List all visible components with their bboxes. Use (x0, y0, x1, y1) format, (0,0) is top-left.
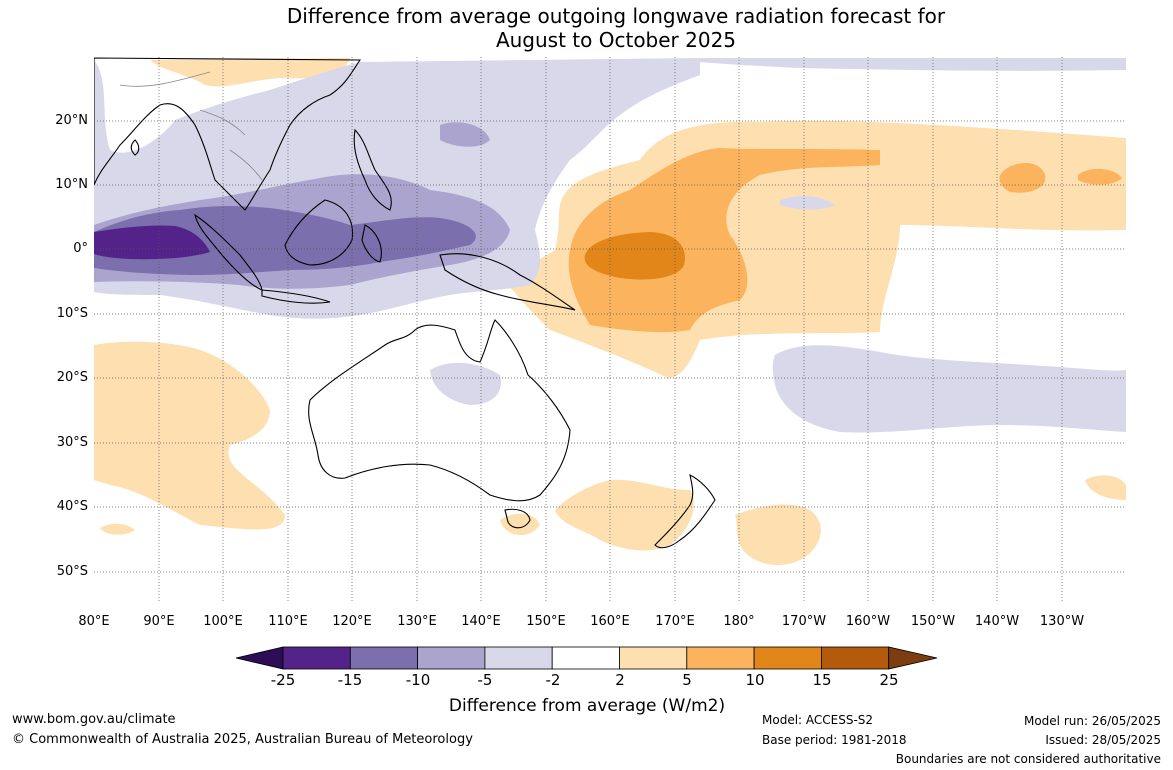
coast-asia (94, 57, 362, 211)
lat-label-10n: 10°N (55, 177, 88, 192)
anomaly-2-5-tasman (555, 479, 694, 551)
website-link[interactable]: www.bom.gov.au/climate (12, 712, 176, 727)
legend-swatch-min-arrow (235, 646, 284, 670)
legend-tick-minus-10: -10 (405, 671, 431, 689)
lon-label-120e: 120°E (332, 614, 372, 629)
anomaly-2-5-south-west (100, 523, 135, 535)
legend-swatch-2 (349, 646, 418, 670)
anomaly-neg-2-5-north-pacific (700, 58, 1126, 71)
lat-label-20s: 20°S (56, 370, 88, 385)
lon-label-150w: 150°W (910, 614, 956, 629)
coast-philippines (353, 128, 392, 211)
anomaly-5-10-north-pacific-2 (1078, 168, 1122, 185)
legend-tick-25: 25 (879, 671, 899, 689)
lon-label-160e: 160°E (590, 614, 630, 629)
coast-tasmania (504, 508, 531, 529)
legend-swatch-7 (686, 646, 755, 670)
lon-label-150e: 150°E (526, 614, 566, 629)
legend-swatch-3 (417, 646, 486, 670)
legend-tick-minus-2: -2 (545, 671, 561, 689)
lat-label-10s: 10°S (56, 306, 88, 321)
map-title: Difference from average outgoing longwav… (0, 4, 1173, 52)
map-frame (94, 57, 1126, 602)
base-period-text: Base period: 1981-2018 (762, 733, 907, 747)
lon-label-160w: 160°W (845, 614, 891, 629)
legend-swatch-max-arrow (888, 646, 938, 670)
lon-label-130w: 130°W (1039, 614, 1085, 629)
legend-title: Difference from average (W/m2) (448, 696, 726, 716)
colour-bar (235, 646, 938, 670)
lon-label-110e: 110°E (268, 614, 308, 629)
title-line-2: August to October 2025 (495, 28, 737, 52)
anomaly-2-5-china (150, 58, 350, 87)
legend-tick-minus-5: -5 (477, 671, 493, 689)
coast-new-zealand (654, 474, 716, 549)
coast-australia (308, 319, 571, 502)
legend-tick-2: 2 (615, 671, 625, 689)
anomaly-neg-2-5-equatorial-east (780, 195, 835, 210)
model-text: Model: ACCESS-S2 (762, 713, 874, 727)
lon-label-90e: 90°E (143, 614, 175, 629)
legend-tick-15: 15 (812, 671, 832, 689)
anomaly-2-5-east (1085, 475, 1126, 500)
title-line-1: Difference from average outgoing longwav… (286, 4, 946, 28)
anomaly-neg-2-5-south-pacific (772, 345, 1126, 433)
lon-label-170w: 170°W (781, 614, 827, 629)
coast-sulawesi (361, 224, 382, 263)
legend-tick-minus-25: -25 (270, 671, 296, 689)
lon-label-140w: 140°W (974, 614, 1020, 629)
legend-tick-minus-15: -15 (337, 671, 363, 689)
legend-swatch-9 (821, 646, 890, 670)
anomaly-neg-15-25-indian (94, 225, 210, 260)
lat-label-equator: 0° (73, 241, 88, 256)
legend-swatch-6 (619, 646, 688, 670)
coast-java (261, 289, 331, 304)
gridlines (94, 57, 1126, 602)
lon-label-170e: 170°E (655, 614, 695, 629)
anomaly-5-10-pacific (568, 148, 880, 333)
legend-swatch-8 (753, 646, 822, 670)
lon-label-130e: 130°E (397, 614, 437, 629)
coast-new-guinea (439, 253, 576, 311)
coast-sri-lanka (130, 139, 140, 156)
lat-label-40s: 40°S (56, 499, 88, 514)
lon-label-180: 180° (723, 614, 755, 629)
negative-anomaly-regions (94, 58, 1126, 433)
legend-swatch-5 (551, 646, 620, 670)
model-run-text: Model run: 26/05/2025 (1023, 714, 1161, 728)
anomaly-neg-5-10-north-1 (440, 122, 490, 147)
country-borders (119, 71, 263, 181)
legend-swatch-1 (282, 646, 351, 670)
lon-label-100e: 100°E (203, 614, 243, 629)
lat-label-20n: 20°N (55, 113, 88, 128)
copyright-text: © Commonwealth of Australia 2025, Austra… (12, 732, 473, 747)
lon-label-80e: 80°E (78, 614, 110, 629)
anomaly-neg-2-5-australia (430, 362, 501, 405)
issued-text: Issued: 28/05/2025 (1045, 733, 1161, 747)
anomaly-2-5-new-zealand (735, 504, 821, 565)
legend-tick-10: 10 (745, 671, 765, 689)
anomaly-2-5-west-indian-ocean (94, 341, 285, 530)
lat-label-30s: 30°S (56, 435, 88, 450)
legend-tick-5: 5 (682, 671, 692, 689)
boundaries-disclaimer: Boundaries are not considered authoritat… (895, 752, 1161, 766)
lon-label-140e: 140°E (461, 614, 501, 629)
lat-label-50s: 50°S (56, 564, 88, 579)
legend-swatch-4 (484, 646, 553, 670)
